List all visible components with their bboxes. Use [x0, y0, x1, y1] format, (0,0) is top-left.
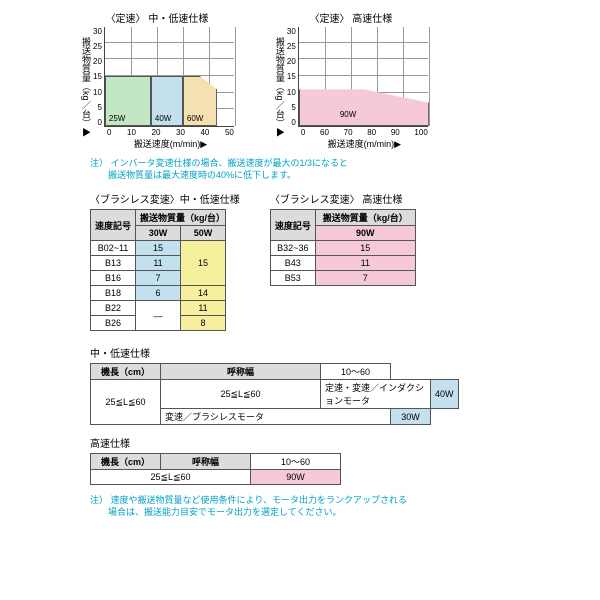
chart2-xlabel: 搬送速度(m/min)▶: [301, 137, 428, 150]
spec1-h-len: 機長（cm）: [91, 364, 161, 380]
note1-line1: インバータ変速仕様の場合、搬送速度が最大の1/3になると: [111, 158, 349, 168]
spec2-h-width: 呼称幅: [161, 454, 251, 470]
table1-hdr-mass: 搬送物質量（kg/台）: [136, 210, 226, 226]
table1: 速度記号 搬送物質量（kg/台） 30W 50W B02~111515B1311…: [90, 209, 226, 331]
spec2-w: 90W: [251, 470, 341, 485]
tables-row: 〈ブラシレス変速〉中・低速仕様 速度記号 搬送物質量（kg/台） 30W 50W…: [90, 191, 590, 331]
spec2-width-val: 10～60: [251, 454, 341, 470]
spec-lowmid: 中・低速仕様 機長（cm） 呼称幅 10～60 25≦L≦60 25≦L≦60 …: [90, 345, 590, 425]
spec1-title: 中・低速仕様: [90, 345, 590, 360]
table2-title: 〈ブラシレス変速〉 高速仕様: [270, 191, 416, 206]
spec1-len-val: 25≦L≦60: [161, 380, 321, 409]
chart2-title: 〈定速〉 高速仕様: [274, 10, 428, 25]
chart1-xaxis: 01020304050: [107, 127, 234, 137]
table1-hdr-speed: 速度記号: [91, 210, 136, 241]
chart2-yaxis: 051015202530: [287, 27, 298, 127]
note2-line1: 速度や搬送物質量など使用条件により、モータ出力をランクアップされる: [111, 495, 407, 505]
table2-col-90w: 90W: [315, 226, 415, 241]
spec1-len-val2: 25≦L≦60: [91, 380, 161, 425]
spec1-r1: 定速・変速／インダクションモータ: [321, 380, 431, 409]
chart2-plot: 90W: [298, 27, 428, 127]
spec2-h-len: 機長（cm）: [91, 454, 161, 470]
note2-prefix: 注）: [90, 495, 108, 505]
spec2-title: 高速仕様: [90, 435, 590, 450]
chart2-ylabel: 搬送物質量（kg／台）▶: [274, 27, 287, 137]
table2: 速度記号 搬送物質量（kg/台） 90W B32~3615B4311B537: [270, 209, 416, 286]
chart1-plot: 25W40W60W: [104, 27, 234, 127]
table2-hdr-mass: 搬送物質量（kg/台）: [315, 210, 415, 226]
spec1-width-val: 10～60: [321, 364, 391, 380]
chart-low-mid: 〈定速〉 中・低速仕様 搬送物質量（kg／台）▶ 051015202530 25…: [80, 10, 234, 150]
spec-high: 高速仕様 機長（cm） 呼称幅 10～60 25≦L≦60 90W: [90, 435, 590, 485]
note1-prefix: 注）: [90, 158, 108, 168]
spec1-h-width: 呼称幅: [161, 364, 321, 380]
note1-line2: 搬送物質量は最大速度時の40%に低下します。: [90, 170, 296, 180]
table1-col-30w: 30W: [136, 226, 181, 241]
table1-title: 〈ブラシレス変速〉中・低速仕様: [90, 191, 240, 206]
chart1-ylabel: 搬送物質量（kg／台）▶: [80, 27, 93, 137]
spec1-r2w: 30W: [391, 409, 431, 425]
table-brushless-high: 〈ブラシレス変速〉 高速仕様 速度記号 搬送物質量（kg/台） 90W B32~…: [270, 191, 416, 331]
table1-col-50w: 50W: [181, 226, 226, 241]
spec1-r1w: 40W: [431, 380, 459, 409]
chart1-yaxis: 051015202530: [93, 27, 104, 127]
spec1-table: 機長（cm） 呼称幅 10～60 25≦L≦60 25≦L≦60 定速・変速／イ…: [90, 363, 459, 425]
chart-high: 〈定速〉 高速仕様 搬送物質量（kg／台）▶ 051015202530 90W …: [274, 10, 428, 150]
charts-row: 〈定速〉 中・低速仕様 搬送物質量（kg／台）▶ 051015202530 25…: [10, 10, 590, 150]
chart1-title: 〈定速〉 中・低速仕様: [80, 10, 234, 25]
chart1-xlabel: 搬送速度(m/min)▶: [107, 137, 234, 150]
spec2-len-val: 25≦L≦60: [91, 470, 251, 485]
spec2-table: 機長（cm） 呼称幅 10～60 25≦L≦60 90W: [90, 453, 341, 485]
note-2: 注） 速度や搬送物質量など使用条件により、モータ出力をランクアップされる 場合は…: [90, 495, 590, 518]
note-1: 注） インバータ変速仕様の場合、搬送速度が最大の1/3になると 搬送物質量は最大…: [90, 158, 590, 181]
table-brushless-lowmid: 〈ブラシレス変速〉中・低速仕様 速度記号 搬送物質量（kg/台） 30W 50W…: [90, 191, 240, 331]
note2-line2: 場合は、搬送能力目安でモータ出力を選定してください。: [90, 507, 341, 517]
table2-hdr-speed: 速度記号: [270, 210, 315, 241]
spec1-r2: 変速／ブラシレスモータ: [161, 409, 391, 425]
chart2-xaxis: 060708090100: [301, 127, 428, 137]
